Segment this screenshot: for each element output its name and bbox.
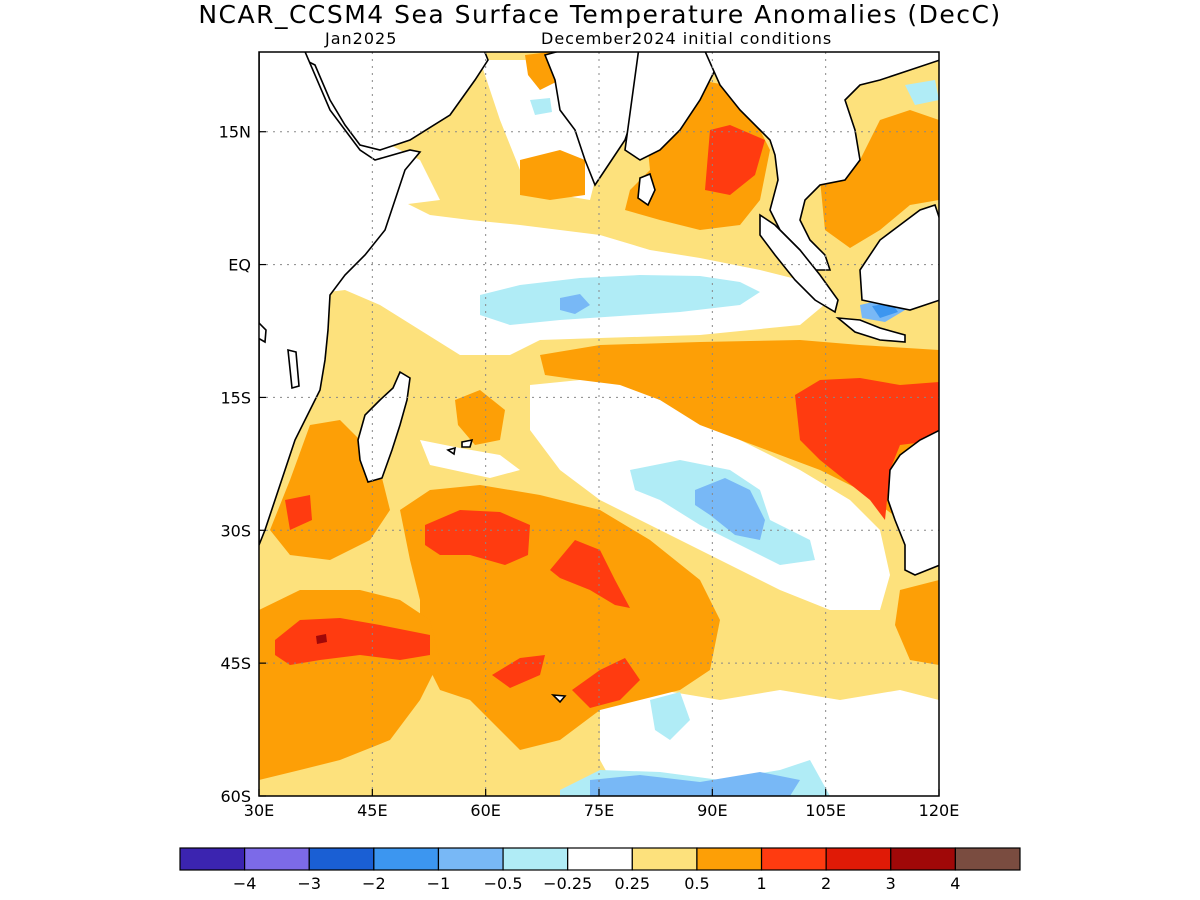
colorbar-swatch bbox=[890, 847, 956, 871]
small-island bbox=[259, 321, 267, 344]
y-tick-label: 60S bbox=[220, 787, 251, 806]
anomaly-1-2-region bbox=[425, 510, 530, 565]
anomaly-1-2-region bbox=[705, 125, 765, 195]
horn-of-africa-land bbox=[259, 52, 422, 546]
anomaly-1-2-region bbox=[795, 378, 939, 520]
forecast-month: Jan2025 bbox=[325, 29, 398, 48]
anomaly-1-2-region bbox=[275, 618, 430, 665]
x-tick-label: 105E bbox=[805, 801, 846, 820]
anomaly-0.5-1-region bbox=[820, 110, 939, 248]
colorbar-swatch bbox=[631, 847, 698, 871]
x-tick-label: 45E bbox=[357, 801, 387, 820]
y-tick-label: 45S bbox=[220, 654, 251, 673]
colorbar-swatch bbox=[760, 847, 827, 871]
graticule bbox=[259, 52, 939, 796]
y-tick-label: 30S bbox=[220, 521, 251, 540]
colorbar-swatch bbox=[244, 847, 310, 871]
small-island bbox=[287, 348, 300, 390]
colorbar-label: 0.25 bbox=[614, 874, 650, 893]
sri-lanka-land bbox=[637, 172, 656, 207]
anomaly-3-4-region bbox=[316, 634, 327, 644]
anomaly-1-2-region bbox=[285, 495, 312, 530]
colorbar-swatch bbox=[954, 847, 1021, 871]
colorbar bbox=[179, 847, 1021, 871]
small-island bbox=[550, 694, 567, 704]
small-island bbox=[461, 438, 474, 448]
colorbar-label: −0.25 bbox=[543, 874, 592, 893]
colorbar-label: 4 bbox=[950, 874, 960, 893]
neutral-anomaly-region bbox=[259, 185, 830, 355]
y-tick-label: 15N bbox=[219, 123, 251, 142]
colorbar-swatch bbox=[373, 847, 440, 871]
initial-conditions-label: December2024 initial conditions bbox=[541, 29, 833, 48]
madagascar-land bbox=[357, 370, 411, 483]
x-tick-label: 30E bbox=[244, 801, 274, 820]
colorbar-swatch bbox=[696, 847, 763, 871]
x-tick-label: 120E bbox=[919, 801, 960, 820]
colorbar-label: −2 bbox=[362, 874, 386, 893]
anomaly-0.5-1-region bbox=[520, 150, 585, 200]
neutral-anomaly-region bbox=[420, 440, 520, 478]
coastlines bbox=[259, 52, 939, 704]
colorbar-label: 1 bbox=[756, 874, 766, 893]
sst-anomaly-field bbox=[259, 52, 939, 796]
anomaly-minus0.25-region bbox=[905, 80, 939, 105]
colorbar-swatch bbox=[825, 847, 892, 871]
x-tick-label: 75E bbox=[584, 801, 614, 820]
colorbar-swatch bbox=[567, 847, 633, 871]
colorbar-label: 3 bbox=[886, 874, 896, 893]
southeast-asia-land bbox=[704, 52, 939, 271]
india-east-land bbox=[624, 52, 721, 161]
longitude-axis: 30E 45E 60E 75E 90E 105E 120E bbox=[244, 789, 960, 820]
sumatra-land bbox=[759, 213, 839, 314]
map-title: NCAR_CCSM4 Sea Surface Temperature Anoma… bbox=[198, 0, 1002, 29]
anomaly-1-2-region bbox=[572, 658, 640, 708]
colorbar-swatch bbox=[437, 847, 504, 871]
borneo-land bbox=[859, 203, 939, 311]
anomaly-minus0.5-region bbox=[560, 294, 590, 314]
java-land bbox=[835, 316, 906, 343]
australia-land bbox=[887, 429, 939, 576]
colorbar-label: −3 bbox=[297, 874, 321, 893]
anomaly-minus0.25-region bbox=[530, 98, 552, 115]
x-tick-label: 90E bbox=[697, 801, 727, 820]
anomaly-1-2-region bbox=[550, 540, 630, 608]
colorbar-swatch bbox=[308, 847, 375, 871]
colorbar-swatch bbox=[179, 847, 246, 871]
anomaly-minus0.25-region bbox=[480, 275, 760, 325]
colorbar-label: −4 bbox=[233, 874, 257, 893]
colorbar-label: 2 bbox=[821, 874, 831, 893]
y-tick-label: 15S bbox=[220, 388, 251, 407]
anomaly-0.5-1-region bbox=[455, 390, 505, 445]
anomaly-minus0.25-region bbox=[650, 692, 690, 740]
y-tick-label: EQ bbox=[228, 256, 251, 275]
anomaly-0.5-1-region bbox=[895, 580, 939, 665]
anomaly-minus0.5-region bbox=[590, 772, 800, 796]
anomaly-1-2-region bbox=[492, 655, 545, 688]
colorbar-label: 0.5 bbox=[684, 874, 709, 893]
latitude-axis: 15N EQ 15S 30S 45S 60S bbox=[219, 123, 266, 806]
colorbar-swatch bbox=[502, 847, 569, 871]
x-tick-label: 60E bbox=[470, 801, 500, 820]
colorbar-label: −0.5 bbox=[484, 874, 523, 893]
small-island bbox=[446, 446, 456, 456]
colorbar-label: −1 bbox=[427, 874, 451, 893]
colorbar-labels: −4 −3 −2 −1 −0.5 −0.25 0.25 0.5 1 2 3 4 bbox=[233, 874, 961, 893]
